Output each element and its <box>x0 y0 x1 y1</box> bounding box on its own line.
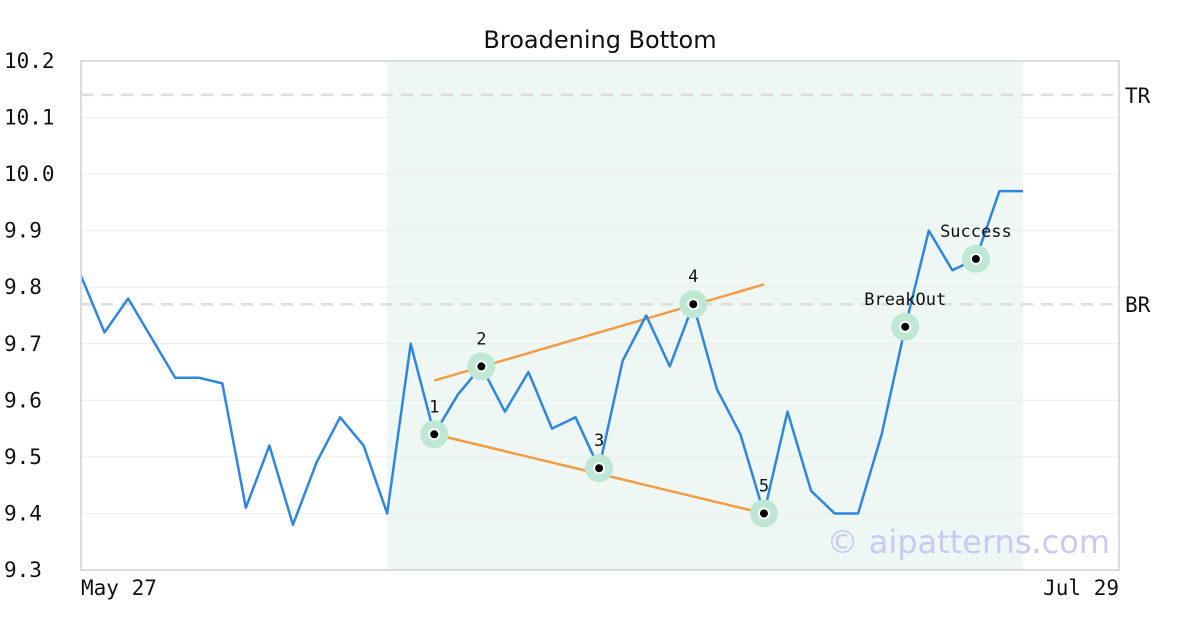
y-axis: 9.3 9.4 9.5 9.6 9.7 9.8 9.9 10.0 10.1 10.2 <box>4 49 55 582</box>
watermark: © aipatterns.com <box>827 523 1110 561</box>
y-tick-label: 9.5 <box>4 445 42 469</box>
pattern-shade-layer <box>387 61 1023 570</box>
y-tick-label: 10.1 <box>4 106 55 130</box>
point-label: 2 <box>476 329 486 349</box>
point-label: 1 <box>429 397 439 417</box>
x-tick-label: Jul 29 <box>1043 576 1119 600</box>
point-label: 3 <box>594 431 604 451</box>
price-line <box>79 189 1023 527</box>
y-tick-label: 9.6 <box>4 388 42 412</box>
pattern-range-shade <box>387 61 1023 570</box>
x-tick-label: May 27 <box>81 576 157 600</box>
y-tick-label: 9.4 <box>4 501 42 525</box>
y-tick-label: 9.8 <box>4 275 42 299</box>
level-label: BR <box>1125 293 1151 317</box>
point-marker <box>428 428 441 441</box>
points-layer: 1 2 3 4 5 BreakOut Success <box>420 222 1012 528</box>
point-label: BreakOut <box>864 290 946 310</box>
plot-frame <box>80 60 1120 571</box>
point-label: 5 <box>759 476 769 496</box>
series-layer <box>79 189 1023 527</box>
level-label: TR <box>1125 84 1151 108</box>
point-marker <box>475 360 488 373</box>
point-marker <box>687 298 700 311</box>
x-axis: May 27 Jul 29 <box>81 576 1119 600</box>
point-marker <box>969 252 982 265</box>
point-label: 4 <box>688 267 698 287</box>
y-tick-label: 9.3 <box>4 558 42 582</box>
point-label: Success <box>940 222 1012 242</box>
y-tick-label: 9.9 <box>4 219 42 243</box>
chart-title: Broadening Bottom <box>483 26 716 54</box>
point-marker <box>593 462 606 475</box>
point-marker <box>899 320 912 333</box>
y-tick-label: 10.2 <box>4 49 55 73</box>
levels-layer: TR BR <box>81 84 1151 317</box>
point-marker <box>757 507 770 520</box>
y-tick-label: 9.7 <box>4 332 42 356</box>
y-tick-label: 10.0 <box>4 162 55 186</box>
